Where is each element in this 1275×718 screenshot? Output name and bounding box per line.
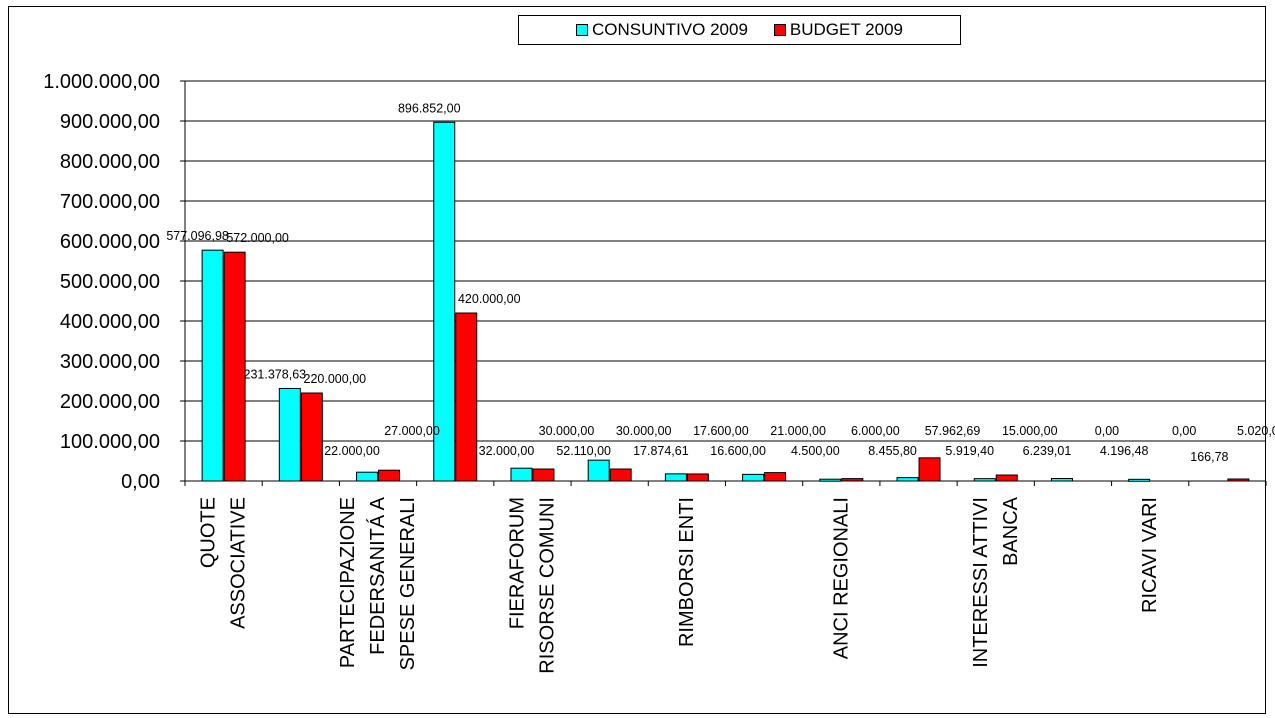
legend-swatch-consuntivo xyxy=(576,24,589,36)
bar-consuntivo xyxy=(1050,478,1073,482)
data-label-budget: 0,00 xyxy=(1095,424,1119,438)
legend-item-budget: BUDGET 2009 xyxy=(773,20,903,40)
data-label-consuntivo: 22.000,00 xyxy=(324,444,380,458)
legend-label-budget: BUDGET 2009 xyxy=(789,20,903,39)
data-label-consuntivo: 4.196,48 xyxy=(1100,444,1149,458)
y-tick-label: 100.000,00 xyxy=(60,431,160,453)
bar-consuntivo xyxy=(896,477,919,482)
bar-budget xyxy=(686,473,709,482)
data-label-consuntivo: 896.852,00 xyxy=(398,101,461,115)
bar-consuntivo xyxy=(278,387,301,482)
category-label: FEDERSANITÁ A xyxy=(366,496,389,654)
y-tick-label: 700.000,00 xyxy=(60,191,160,213)
bar-budget xyxy=(764,472,787,482)
data-label-consuntivo: 8.455,80 xyxy=(868,444,917,458)
data-label-extra: 166,78 xyxy=(1190,450,1228,464)
y-tick-label: 200.000,00 xyxy=(60,391,160,413)
bar-budget xyxy=(300,392,323,482)
y-tick-label: 500.000,00 xyxy=(60,271,160,293)
bar-budget xyxy=(378,469,401,482)
y-tick-label: 1.000.000,00 xyxy=(43,71,160,93)
category-label: RISORSE COMUNI xyxy=(536,497,558,674)
data-label-budget: 30.000,00 xyxy=(539,424,595,438)
bar-consuntivo xyxy=(819,478,842,482)
data-label-consuntivo: 5.919,40 xyxy=(945,444,994,458)
legend-label-consuntivo: CONSUNTIVO 2009 xyxy=(592,20,748,39)
bar-budget xyxy=(223,251,246,482)
data-label-budget: 17.600,00 xyxy=(693,424,749,438)
data-label-budget: 15.000,00 xyxy=(1002,424,1058,438)
category-label: PARTECIPAZIONE xyxy=(337,497,359,668)
data-label-budget: 6.000,00 xyxy=(851,424,900,438)
bar-budget xyxy=(995,474,1018,482)
data-label-consuntivo: 577.096,98 xyxy=(166,229,229,243)
data-label-budget: 5.020,00 xyxy=(1237,424,1275,438)
category-label: BANCA xyxy=(1000,496,1022,566)
bar-consuntivo xyxy=(356,471,379,482)
y-tick-label: 800.000,00 xyxy=(60,151,160,173)
bar-consuntivo xyxy=(664,473,687,482)
bar-consuntivo xyxy=(201,249,224,482)
data-label-consuntivo: 4.500,00 xyxy=(791,444,840,458)
category-label: FIERAFORUM xyxy=(506,497,528,629)
y-tick-label: 900.000,00 xyxy=(60,111,160,133)
data-label-consuntivo: 17.874,61 xyxy=(633,444,689,458)
data-label-budget: 30.000,00 xyxy=(616,424,672,438)
bar-consuntivo xyxy=(1128,478,1151,482)
bar-budget xyxy=(532,468,555,482)
bar-consuntivo xyxy=(433,121,456,482)
chart-frame xyxy=(8,6,1266,714)
category-label: RIMBORSI ENTI xyxy=(676,497,698,647)
bar-consuntivo xyxy=(587,459,610,482)
category-label: QUOTE xyxy=(198,497,220,568)
data-label-consuntivo: 32.000,00 xyxy=(479,444,535,458)
data-label-consuntivo: 16.600,00 xyxy=(710,444,766,458)
data-label-consuntivo: 6.239,01 xyxy=(1023,444,1072,458)
data-label-consuntivo: 231.378,63 xyxy=(244,367,307,381)
data-label-budget: 572.000,00 xyxy=(226,231,289,245)
data-label-budget: 27.000,00 xyxy=(384,424,440,438)
chart-legend: CONSUNTIVO 2009 BUDGET 2009 xyxy=(518,15,961,45)
category-label: RICAVI VARI xyxy=(1139,497,1161,613)
bar-consuntivo xyxy=(510,467,533,482)
data-label-budget: 21.000,00 xyxy=(770,424,826,438)
bar-budget xyxy=(609,468,632,482)
data-label-consuntivo: 52.110,00 xyxy=(556,444,611,458)
category-label: INTERESSI ATTIVI xyxy=(970,497,992,668)
legend-swatch-budget xyxy=(773,24,786,36)
y-tick-label: 600.000,00 xyxy=(60,231,160,253)
bar-budget xyxy=(841,478,864,482)
data-label-budget: 220.000,00 xyxy=(304,372,367,386)
bar-budget xyxy=(918,457,941,482)
bar-consuntivo xyxy=(742,473,765,482)
y-tick-label: 0,00 xyxy=(121,471,160,493)
category-label: SPESE GENERALI xyxy=(397,497,419,670)
y-tick-label: 400.000,00 xyxy=(60,311,160,333)
data-label-budget: 0,00 xyxy=(1172,424,1196,438)
category-label: ASSOCIATIVE xyxy=(228,497,250,629)
data-label-budget: 420.000,00 xyxy=(458,292,521,306)
category-label: ANCI REGIONALI xyxy=(830,497,852,659)
data-label-budget: 57.962,69 xyxy=(925,424,981,438)
y-tick-label: 300.000,00 xyxy=(60,351,160,373)
bar-budget xyxy=(455,312,478,482)
bar-consuntivo xyxy=(973,478,996,482)
legend-item-consuntivo: CONSUNTIVO 2009 xyxy=(576,20,748,40)
bar-budget xyxy=(1227,478,1250,482)
